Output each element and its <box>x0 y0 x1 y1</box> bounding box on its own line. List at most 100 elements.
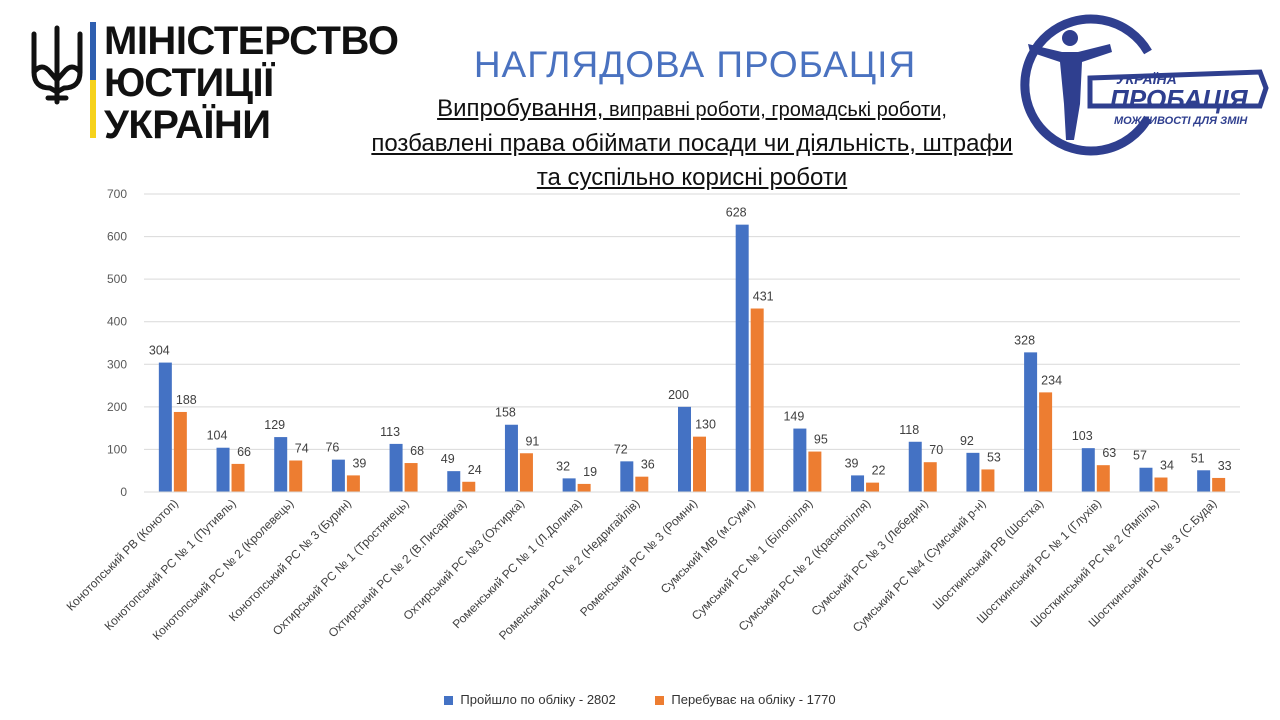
y-tick-label: 0 <box>120 485 127 499</box>
x-tick-label: Сумський РС № 3 (Лебедин) <box>809 496 931 618</box>
x-tick-label: Шосткинський РС № 1 (Глухів) <box>974 496 1104 626</box>
data-label: 188 <box>176 393 197 407</box>
x-tick-label: Конотопський РВ (Конотоп) <box>64 496 181 613</box>
bar-series-1 <box>966 452 980 492</box>
data-label: 103 <box>1072 429 1093 443</box>
logo-word-ukraine: УКРАЇНА <box>1116 71 1177 87</box>
bar-series-1 <box>1024 352 1038 492</box>
data-label: 158 <box>495 406 516 420</box>
bar-series-2 <box>1039 392 1053 492</box>
y-tick-label: 200 <box>107 400 127 414</box>
data-label: 130 <box>695 418 716 432</box>
subtitle-line-2: позбавлені права обіймати посади чи діял… <box>371 130 1013 157</box>
ministry-logo: МІНІСТЕРСТВО ЮСТИЦІЇ УКРАЇНИ <box>28 19 428 146</box>
flag-stripe <box>90 22 96 138</box>
bar-series-2 <box>750 308 764 492</box>
legend-item-series-2: Перебуває на обліку - 1770 <box>655 692 836 707</box>
data-label: 92 <box>960 434 974 448</box>
data-label: 628 <box>726 206 747 220</box>
data-label: 57 <box>1133 449 1147 463</box>
bar-chart: 0 100 200 300 400 500 600 700 304 188 Конотопський… <box>64 187 1240 643</box>
legend-swatch <box>444 696 454 706</box>
data-label: 200 <box>668 388 689 402</box>
data-label: 51 <box>1191 451 1205 465</box>
bar-series-2 <box>519 453 533 492</box>
data-label: 32 <box>556 459 570 473</box>
x-tick-label: Роменський РС № 3 (Ромни) <box>577 496 700 619</box>
data-label: 72 <box>614 442 628 456</box>
data-label: 76 <box>325 441 339 455</box>
bar-series-1 <box>389 443 403 492</box>
data-label: 74 <box>295 441 309 455</box>
data-label: 63 <box>1102 446 1116 460</box>
bar-series-1 <box>158 362 172 492</box>
subtitle-line-1: Випробування, виправні роботи, громадськ… <box>437 95 947 122</box>
y-tick-label: 600 <box>107 230 127 244</box>
page-subtitle: Випробування, виправні роботи, громадськ… <box>330 92 1054 195</box>
data-label: 68 <box>410 444 424 458</box>
bar-series-2 <box>866 482 880 492</box>
bar-series-1 <box>908 441 922 492</box>
bar-series-2 <box>577 483 591 492</box>
x-tick-label: Шосткинський РС № 3 (С.Буда) <box>1086 496 1220 630</box>
data-label: 129 <box>264 418 285 432</box>
bar-series-2 <box>462 481 476 492</box>
bar-series-1 <box>735 224 749 492</box>
y-tick-label: 400 <box>107 315 127 329</box>
bar-series-1 <box>504 424 518 492</box>
data-label: 39 <box>352 456 366 470</box>
data-label: 118 <box>899 423 919 437</box>
bar-series-1 <box>447 471 461 492</box>
data-label: 39 <box>845 456 859 470</box>
data-label: 22 <box>872 464 886 478</box>
data-label: 431 <box>753 290 774 304</box>
bar-series-2 <box>1212 477 1226 492</box>
data-label: 95 <box>814 433 828 447</box>
y-tick-label: 300 <box>107 357 127 371</box>
bar-series-2 <box>1154 477 1168 492</box>
bar-series-1 <box>1197 470 1211 492</box>
data-label: 113 <box>380 425 400 439</box>
page-title: НАГЛЯДОВА ПРОБАЦІЯ <box>473 44 917 85</box>
legend-item-series-1: Пройшло по обліку - 2802 <box>444 692 616 707</box>
bar-series-1 <box>562 478 576 492</box>
data-label: 24 <box>468 463 482 477</box>
bar-series-1 <box>793 428 807 492</box>
x-tick-label: Конотопський РС № 3 (Бурин) <box>226 496 354 624</box>
data-label: 66 <box>237 445 251 459</box>
data-label: 36 <box>641 458 655 472</box>
bar-series-1 <box>331 459 345 492</box>
bar-series-2 <box>346 475 360 492</box>
data-label: 149 <box>783 410 804 424</box>
chart-legend: Пройшло по обліку - 2802 Перебуває на об… <box>0 692 1280 707</box>
bar-series-2 <box>173 411 187 492</box>
bar-series-2 <box>923 462 937 492</box>
data-label: 70 <box>929 443 943 457</box>
data-label: 91 <box>525 434 539 448</box>
data-label: 328 <box>1014 333 1035 347</box>
bar-series-1 <box>1081 448 1095 492</box>
y-tick-label: 100 <box>107 442 127 456</box>
x-tick-label: Сумський МВ (м.Суми) <box>658 496 758 596</box>
data-label: 104 <box>207 429 228 443</box>
x-tick-label: Сумський РС № 1 (Білопілля) <box>689 496 816 623</box>
ministry-line-2: ЮСТИЦІЇ УКРАЇНИ <box>104 61 274 147</box>
bar-series-1 <box>620 461 634 492</box>
subtitle-line-3: та суспільно корисні роботи <box>536 164 848 191</box>
probation-logo: УКРАЇНА ПРОБАЦІЯ МОЖЛИВОСТІ ДЛЯ ЗМІН <box>1020 14 1269 156</box>
data-label: 34 <box>1160 459 1174 473</box>
bar-series-1 <box>1139 467 1153 492</box>
bar-series-2 <box>635 476 649 492</box>
bar-series-1 <box>678 406 691 492</box>
data-label: 304 <box>149 344 170 358</box>
y-tick-label: 500 <box>107 272 127 286</box>
bar-series-2 <box>981 469 995 492</box>
bar-series-2 <box>231 463 245 492</box>
data-label: 49 <box>441 452 455 466</box>
bar-series-2 <box>808 451 822 492</box>
data-label: 33 <box>1218 459 1232 473</box>
ministry-line-1: МІНІСТЕРСТВО <box>104 19 399 63</box>
x-tick-label: Шосткинський РВ (Шостка) <box>930 496 1046 612</box>
y-tick-label: 700 <box>107 187 127 201</box>
bar-series-2 <box>404 463 418 492</box>
